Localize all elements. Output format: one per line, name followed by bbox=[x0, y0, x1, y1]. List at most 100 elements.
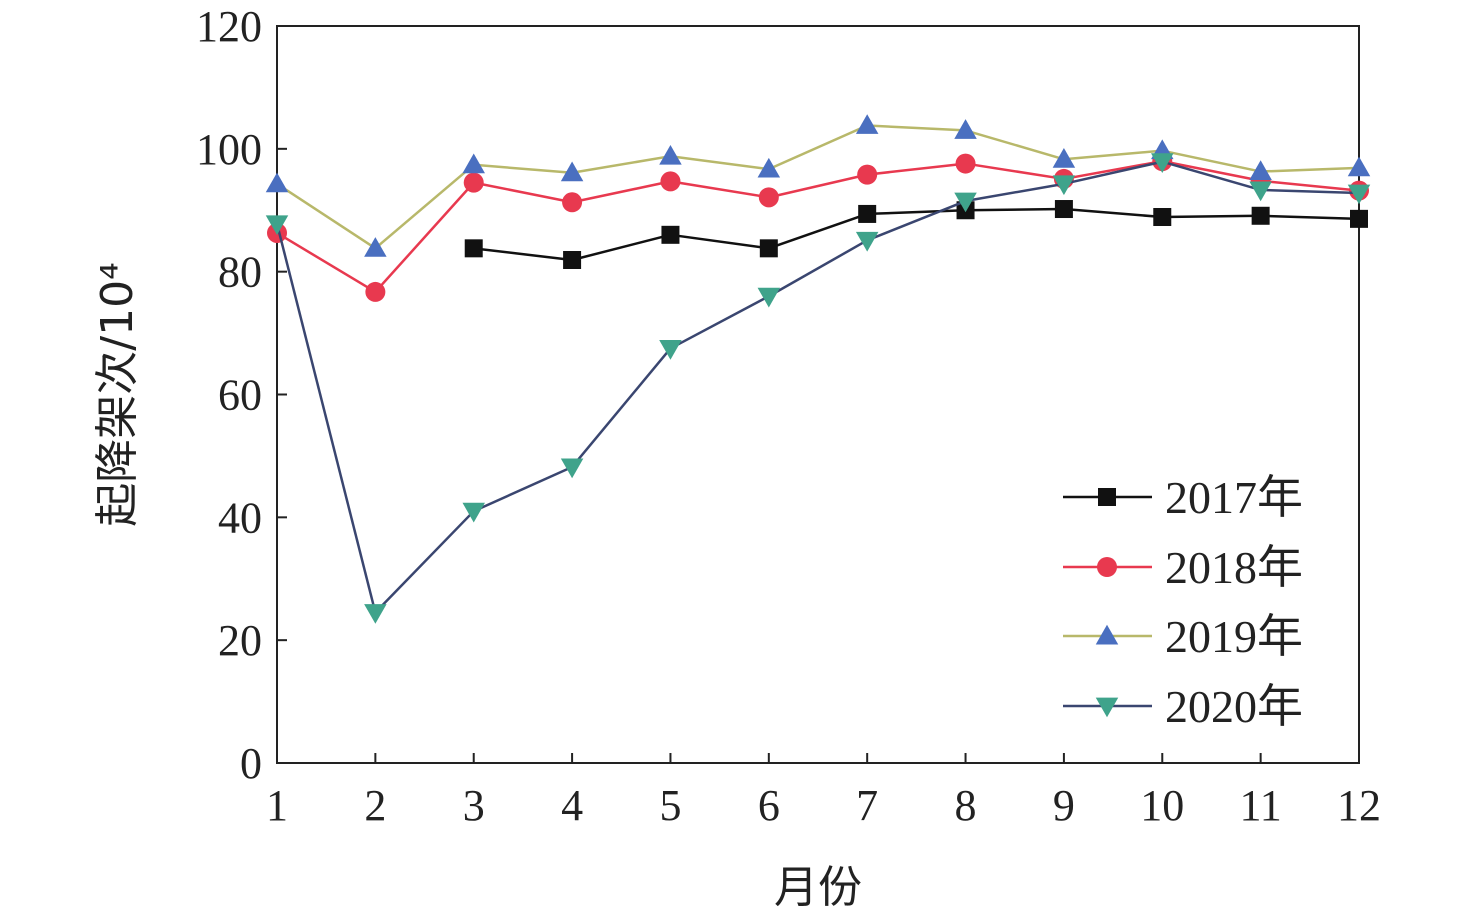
series-line-segment bbox=[1260, 214, 1360, 221]
x-axis-title: 月份 bbox=[774, 862, 862, 913]
data-point bbox=[1052, 175, 1076, 196]
legend-entry: 2019年 bbox=[1063, 611, 1303, 662]
x-tick-label: 12 bbox=[1337, 781, 1381, 830]
data-point bbox=[463, 172, 484, 193]
series-line-segment bbox=[1162, 149, 1261, 173]
series-line-segment bbox=[1063, 160, 1163, 186]
series-line-segment bbox=[473, 465, 573, 513]
y-tick-label: 80 bbox=[218, 248, 262, 297]
data-point bbox=[562, 192, 583, 213]
series-line-segment bbox=[473, 181, 573, 204]
legend-label: 2017年 bbox=[1165, 472, 1303, 523]
data-point bbox=[364, 604, 387, 624]
series-line-segment bbox=[1162, 159, 1261, 182]
x-tick-label: 5 bbox=[659, 781, 681, 830]
legend-marker bbox=[1098, 488, 1116, 506]
data-point bbox=[954, 119, 977, 139]
x-tick-label: 10 bbox=[1140, 781, 1184, 830]
series-line-segment bbox=[867, 209, 966, 216]
series-line-segment bbox=[473, 163, 573, 175]
series-line-segment bbox=[571, 233, 671, 262]
data-point bbox=[1151, 153, 1174, 173]
data-point bbox=[265, 215, 289, 236]
series-line-segment bbox=[670, 180, 770, 199]
data-point bbox=[857, 164, 878, 185]
series-line-segment bbox=[1063, 207, 1163, 219]
legend-label: 2018年 bbox=[1165, 542, 1303, 593]
data-point bbox=[661, 225, 680, 244]
data-point bbox=[1249, 181, 1272, 202]
data-point bbox=[563, 250, 582, 269]
data-point bbox=[462, 502, 485, 523]
series-line-segment bbox=[768, 239, 868, 298]
series-line-segment bbox=[374, 181, 475, 293]
data-point bbox=[659, 340, 682, 360]
x-tick-label: 7 bbox=[856, 781, 878, 830]
series-line-segment bbox=[1161, 160, 1261, 192]
legend-entry: 2018年 bbox=[1063, 542, 1303, 593]
data-point bbox=[659, 144, 682, 165]
data-point bbox=[1249, 160, 1272, 180]
series-line-segment bbox=[669, 295, 770, 350]
series-line-segment bbox=[1063, 149, 1163, 161]
data-point bbox=[660, 171, 681, 192]
series-line-segment bbox=[374, 510, 475, 614]
data-point bbox=[560, 161, 584, 182]
series-line-segment bbox=[374, 163, 475, 250]
data-point bbox=[1251, 206, 1270, 225]
series-line-segment bbox=[768, 124, 868, 171]
series-line-segment bbox=[571, 180, 671, 204]
series-0 bbox=[464, 200, 1368, 269]
data-point bbox=[1350, 209, 1368, 228]
legend-label: 2019年 bbox=[1165, 611, 1303, 662]
legend-marker bbox=[1097, 557, 1117, 577]
series-line-segment bbox=[867, 124, 966, 132]
legend-entry: 2017年 bbox=[1063, 472, 1303, 523]
x-tick-label: 2 bbox=[364, 781, 386, 830]
data-point bbox=[265, 172, 289, 193]
x-tick-label: 9 bbox=[1053, 781, 1075, 830]
data-point bbox=[1052, 148, 1076, 168]
series-line-segment bbox=[867, 162, 966, 176]
y-tick-label: 0 bbox=[240, 739, 262, 788]
legend-label: 2020年 bbox=[1165, 681, 1303, 732]
series-line-segment bbox=[670, 233, 769, 250]
x-tick-label: 4 bbox=[561, 781, 583, 830]
legend-marker bbox=[1095, 624, 1119, 645]
x-tick-label: 3 bbox=[463, 781, 485, 830]
series-line-segment bbox=[965, 129, 1065, 161]
legend-entry: 2020年 bbox=[1063, 681, 1303, 732]
y-tick-label: 20 bbox=[218, 616, 262, 665]
series-3 bbox=[265, 153, 1371, 624]
series-line-segment bbox=[965, 207, 1064, 212]
series-line-segment bbox=[768, 212, 868, 250]
y-tick-label: 60 bbox=[218, 371, 262, 420]
series-2 bbox=[265, 114, 1371, 257]
data-point bbox=[1347, 156, 1371, 177]
legend: 2017年 2018年 2019年 2020年 bbox=[1063, 472, 1303, 732]
x-tick-label: 11 bbox=[1239, 781, 1281, 830]
data-point bbox=[758, 187, 779, 208]
data-point bbox=[464, 239, 483, 258]
x-tick-label: 1 bbox=[266, 781, 288, 830]
series-line-segment bbox=[670, 154, 769, 171]
data-point bbox=[365, 281, 386, 302]
data-point bbox=[954, 192, 977, 213]
data-point bbox=[462, 153, 485, 174]
data-point bbox=[364, 237, 387, 257]
data-point bbox=[955, 153, 976, 174]
series-line-segment bbox=[276, 182, 377, 250]
data-point bbox=[759, 239, 778, 258]
y-tick-label: 40 bbox=[218, 493, 262, 542]
data-point bbox=[858, 204, 877, 223]
data-point bbox=[560, 458, 584, 479]
series-line-segment bbox=[571, 154, 671, 175]
data-point bbox=[757, 287, 781, 308]
series-line-segment bbox=[1260, 188, 1360, 195]
series-line-segment bbox=[1260, 166, 1360, 173]
y-axis-title: 起降架次/10⁴ bbox=[92, 262, 143, 526]
series-line-segment bbox=[275, 223, 377, 613]
data-point bbox=[1347, 184, 1371, 205]
